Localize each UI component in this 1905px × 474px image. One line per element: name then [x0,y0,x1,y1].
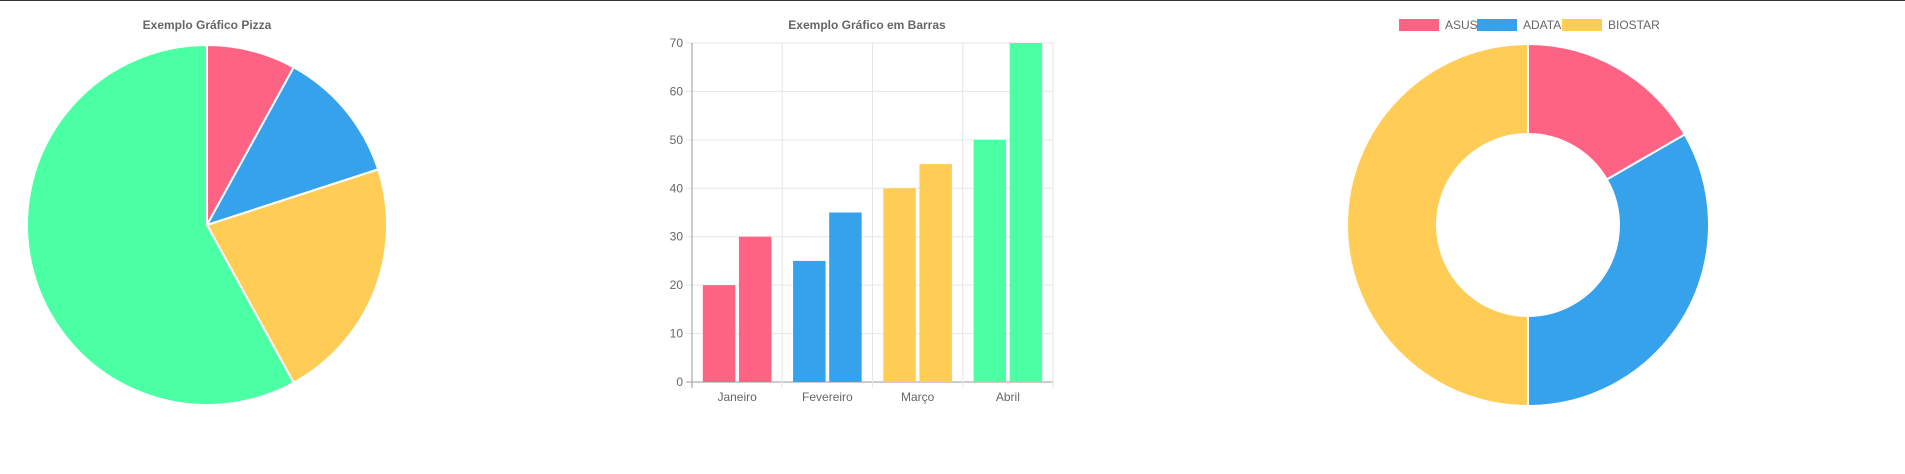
pie-chart-svg: Exemplo Gráfico Pizza [26,18,388,406]
y-tick-label: 70 [670,36,684,50]
doughnut-slice[interactable] [1346,42,1529,408]
legend-swatch[interactable] [1477,19,1517,31]
bar[interactable] [1009,43,1043,382]
bar[interactable] [829,212,862,383]
y-tick-label: 60 [670,84,684,98]
doughnut-slice[interactable] [1527,133,1710,408]
x-tick-label: Janeiro [717,390,757,404]
y-tick-label: 50 [670,133,684,147]
doughnut-chart-svg: ASUS ADATA BIOSTAR [1346,18,1710,408]
bar[interactable] [738,236,772,382]
pie-slices [26,43,388,406]
bar-chart-svg: Exemplo Gráfico em Barras 0 10 20 30 40 50 60 7… [670,18,1054,404]
legend-label[interactable]: ADATA [1523,18,1561,32]
bar[interactable] [883,188,916,382]
legend-label[interactable]: BIOSTAR [1608,18,1660,32]
y-tick-label: 10 [670,327,684,341]
legend-swatch[interactable] [1399,19,1439,31]
pie-slice[interactable] [206,43,296,226]
y-tick-label: 0 [676,375,683,389]
bar-bars [702,43,1043,383]
bar-axes: 0 10 20 30 40 50 60 70 Janeiro Fevereiro Março Abri… [670,36,1020,404]
y-tick-label: 30 [670,230,684,244]
bar[interactable] [793,260,826,382]
y-tick-label: 20 [670,278,684,292]
legend-label[interactable]: ASUS [1445,18,1478,32]
pie-slice[interactable] [204,65,380,227]
doughnut-legend: ASUS ADATA BIOSTAR [1399,18,1660,32]
doughnut-slice[interactable] [1527,42,1687,181]
pie-chart: Exemplo Gráfico Pizza [0,1,420,469]
bar[interactable] [919,164,952,382]
x-tick-label: Fevereiro [802,390,853,404]
doughnut-chart: ASUS ADATA BIOSTAR [1330,1,1730,469]
x-tick-label: Abril [996,390,1020,404]
doughnut-slices [1346,42,1710,408]
bar[interactable] [702,285,736,382]
pie-slice[interactable] [205,168,388,385]
pie-slice[interactable] [26,43,296,406]
bar-chart-title: Exemplo Gráfico em Barras [788,18,946,32]
bar-chart: Exemplo Gráfico em Barras 0 10 20 30 40 50 60 7… [660,1,1060,469]
y-tick-label: 40 [670,181,684,195]
x-tick-label: Março [901,390,935,404]
pie-chart-title: Exemplo Gráfico Pizza [143,18,272,32]
legend-swatch[interactable] [1562,19,1602,31]
bar[interactable] [973,139,1007,382]
